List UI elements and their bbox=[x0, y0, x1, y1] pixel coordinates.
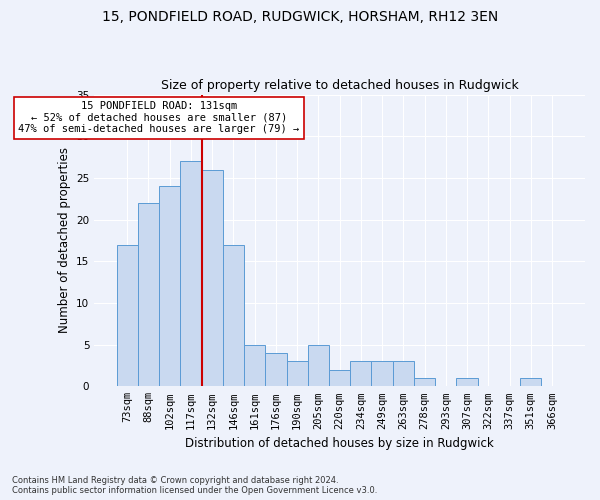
Text: Contains HM Land Registry data © Crown copyright and database right 2024.
Contai: Contains HM Land Registry data © Crown c… bbox=[12, 476, 377, 495]
Bar bbox=[116, 244, 138, 386]
Bar bbox=[350, 362, 371, 386]
Bar bbox=[329, 370, 350, 386]
Bar bbox=[138, 203, 159, 386]
Y-axis label: Number of detached properties: Number of detached properties bbox=[58, 148, 71, 334]
Title: Size of property relative to detached houses in Rudgwick: Size of property relative to detached ho… bbox=[161, 79, 518, 92]
Bar bbox=[180, 161, 202, 386]
X-axis label: Distribution of detached houses by size in Rudgwick: Distribution of detached houses by size … bbox=[185, 437, 494, 450]
Text: 15 PONDFIELD ROAD: 131sqm
← 52% of detached houses are smaller (87)
47% of semi-: 15 PONDFIELD ROAD: 131sqm ← 52% of detac… bbox=[19, 101, 299, 134]
Bar bbox=[393, 362, 414, 386]
Bar bbox=[414, 378, 435, 386]
Bar bbox=[371, 362, 393, 386]
Bar bbox=[159, 186, 180, 386]
Bar bbox=[202, 170, 223, 386]
Bar bbox=[520, 378, 541, 386]
Bar bbox=[308, 344, 329, 387]
Bar bbox=[244, 344, 265, 387]
Text: 15, PONDFIELD ROAD, RUDGWICK, HORSHAM, RH12 3EN: 15, PONDFIELD ROAD, RUDGWICK, HORSHAM, R… bbox=[102, 10, 498, 24]
Bar bbox=[287, 362, 308, 386]
Bar bbox=[265, 353, 287, 386]
Bar bbox=[223, 244, 244, 386]
Bar bbox=[457, 378, 478, 386]
